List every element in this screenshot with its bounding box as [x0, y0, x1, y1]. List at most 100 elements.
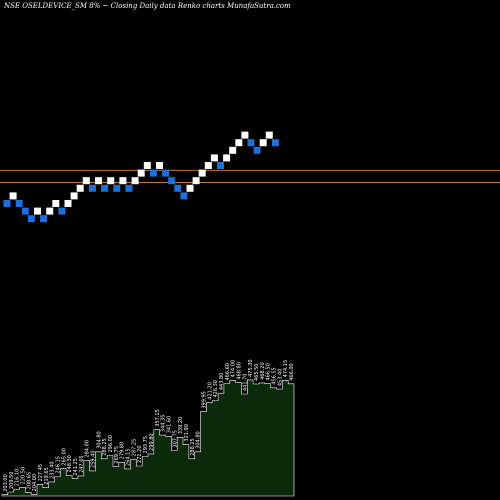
volume-label: 474.15: [283, 360, 289, 378]
down-brick: [58, 207, 66, 215]
volume-label: 279.80: [120, 442, 126, 460]
volume-label: 296.00: [108, 435, 114, 453]
up-brick: [223, 154, 231, 162]
volume-label: 265.00: [61, 448, 67, 466]
volume-label: 233.40: [50, 461, 56, 479]
volume-label: 219.65: [44, 467, 50, 485]
volume-label: 468.80: [237, 362, 243, 380]
volume-label: 475.30: [248, 359, 254, 377]
chart-title: NSE OSELDEVICE_SM 8% ~ Closing Daily dat…: [4, 2, 291, 10]
up-brick: [9, 192, 17, 200]
up-brick: [192, 177, 200, 185]
volume-label: 399.95: [201, 391, 207, 409]
volume-label: 344.35: [161, 415, 167, 433]
volume-label: 293.75: [143, 436, 149, 454]
volume-label: 246.15: [55, 456, 61, 474]
volume-label: 299.80: [149, 433, 155, 451]
renko-bricks: [3, 131, 279, 223]
down-brick: [15, 200, 23, 207]
volume-panel: 203.00 209.50 216.10 220.50 208.65 204.00227.…: [1, 359, 295, 497]
down-brick: [168, 177, 176, 185]
volume-label: 357.15: [155, 409, 161, 427]
up-brick: [259, 139, 267, 147]
volume-label: 269.75: [114, 446, 120, 464]
volume-label: 247.65: [79, 455, 85, 473]
up-brick: [95, 177, 102, 185]
volume-label: 341.60: [166, 416, 172, 434]
up-brick: [137, 169, 145, 177]
volume-label: 208.65: [26, 472, 32, 490]
volume-label: 453.40: [277, 369, 283, 387]
up-brick: [198, 169, 206, 177]
up-brick: [131, 177, 139, 185]
down-brick: [174, 184, 182, 192]
up-brick: [52, 200, 60, 207]
volume-label: 441.70: [242, 374, 248, 391]
volume-label: 264.15: [126, 448, 132, 466]
up-brick: [186, 184, 194, 192]
up-brick: [156, 162, 163, 169]
up-brick: [76, 184, 84, 192]
volume-label: 227.45: [38, 464, 44, 482]
volume-label: 287.25: [131, 439, 137, 457]
volume-label: 248.30: [67, 455, 73, 473]
reference-lines: [0, 169, 500, 184]
volume-label: 209.50: [9, 471, 15, 489]
up-brick: [64, 200, 72, 207]
volume-label: 465.50: [254, 364, 260, 382]
down-brick: [149, 169, 157, 177]
down-brick: [162, 169, 170, 177]
down-brick: [3, 200, 11, 207]
volume-label: 307.75: [172, 430, 178, 448]
volume-label: 284.00: [85, 440, 91, 458]
down-brick: [27, 215, 35, 223]
up-brick: [210, 154, 218, 162]
volume-label: 466.00: [289, 363, 295, 381]
volume-label: 321.90: [184, 424, 190, 442]
volume-label: 216.10: [15, 469, 21, 487]
down-brick: [180, 192, 188, 200]
up-brick: [119, 177, 127, 185]
up-brick: [143, 162, 151, 169]
volume-label: 304.80: [196, 431, 202, 449]
volume-label: 466.50: [266, 363, 272, 381]
volume-label: 241.25: [73, 458, 79, 476]
volume-label: 271.20: [137, 445, 143, 463]
volume-label: 288.25: [102, 438, 108, 456]
volume-label: 259.40: [91, 450, 97, 468]
up-brick: [70, 192, 78, 200]
up-brick: [241, 131, 249, 139]
volume-label: 220.50: [20, 467, 26, 485]
up-brick: [204, 162, 212, 169]
volume-label: 456.55: [272, 367, 278, 385]
volume-label: 339.20: [178, 417, 184, 435]
down-brick: [101, 184, 109, 192]
down-brick: [253, 146, 261, 154]
volume-label: 426.30: [213, 380, 219, 398]
volume-label: 468.20: [260, 362, 266, 380]
down-brick: [88, 184, 96, 192]
down-brick: [40, 215, 48, 223]
volume-label: 466.60: [225, 363, 231, 381]
down-brick: [113, 184, 121, 192]
volume-label: 288.25: [190, 438, 196, 456]
volume-label: 203.00: [3, 474, 9, 492]
down-brick: [21, 207, 29, 215]
up-brick: [229, 146, 237, 154]
up-brick: [34, 207, 41, 215]
volume-label: 421.20: [207, 382, 213, 400]
down-brick: [125, 184, 133, 192]
down-brick: [217, 162, 224, 169]
up-brick: [82, 177, 90, 185]
volume-label: 204.00: [32, 474, 38, 492]
volume-label: 304.80: [96, 431, 102, 449]
volume-area: [1, 379, 295, 497]
up-brick: [107, 177, 115, 185]
down-brick: [247, 139, 255, 147]
up-brick: [46, 207, 54, 215]
up-brick: [235, 139, 243, 147]
down-brick: [271, 139, 279, 147]
up-brick: [265, 131, 273, 139]
volume-label: 443.80: [219, 373, 225, 391]
